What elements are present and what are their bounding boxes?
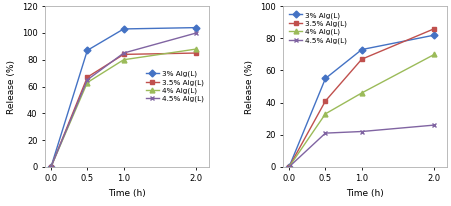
3% Alg(L) <box>322 77 327 80</box>
4.5% Alg(L) <box>121 52 126 54</box>
Line: 4.5% Alg(L): 4.5% Alg(L) <box>48 30 198 169</box>
Line: 4.5% Alg(L): 4.5% Alg(L) <box>286 123 436 169</box>
3.5% Alg(L) <box>48 166 54 168</box>
3.5% Alg(L) <box>322 100 327 102</box>
X-axis label: Time (h): Time (h) <box>346 189 383 198</box>
4.5% Alg(L) <box>84 79 90 81</box>
Line: 3% Alg(L): 3% Alg(L) <box>286 33 436 169</box>
Line: 3% Alg(L): 3% Alg(L) <box>48 25 198 169</box>
4.5% Alg(L) <box>193 32 198 34</box>
Legend: 3% Alg(L), 3.5% Alg(L), 4% Alg(L), 4.5% Alg(L): 3% Alg(L), 3.5% Alg(L), 4% Alg(L), 4.5% … <box>143 69 205 104</box>
4.5% Alg(L) <box>358 130 364 133</box>
4.5% Alg(L) <box>431 124 436 126</box>
Line: 4% Alg(L): 4% Alg(L) <box>286 52 436 169</box>
3% Alg(L) <box>193 26 198 29</box>
3% Alg(L) <box>286 166 291 168</box>
4% Alg(L) <box>84 81 90 84</box>
3.5% Alg(L) <box>193 52 198 54</box>
3.5% Alg(L) <box>358 58 364 60</box>
4% Alg(L) <box>431 53 436 56</box>
Line: 3.5% Alg(L): 3.5% Alg(L) <box>286 26 436 169</box>
4% Alg(L) <box>48 166 54 168</box>
3% Alg(L) <box>431 34 436 36</box>
4% Alg(L) <box>193 48 198 50</box>
Y-axis label: Release (%): Release (%) <box>245 60 254 114</box>
3.5% Alg(L) <box>84 76 90 78</box>
3% Alg(L) <box>121 28 126 30</box>
4% Alg(L) <box>121 59 126 61</box>
4% Alg(L) <box>358 92 364 94</box>
4.5% Alg(L) <box>286 166 291 168</box>
Line: 4% Alg(L): 4% Alg(L) <box>48 47 198 169</box>
3.5% Alg(L) <box>431 27 436 30</box>
3% Alg(L) <box>48 166 54 168</box>
3% Alg(L) <box>358 48 364 51</box>
3.5% Alg(L) <box>121 53 126 56</box>
X-axis label: Time (h): Time (h) <box>108 189 146 198</box>
Line: 3.5% Alg(L): 3.5% Alg(L) <box>48 51 198 169</box>
Y-axis label: Release (%): Release (%) <box>7 60 16 114</box>
4.5% Alg(L) <box>48 166 54 168</box>
4% Alg(L) <box>286 166 291 168</box>
3% Alg(L) <box>84 49 90 52</box>
Legend: 3% Alg(L), 3.5% Alg(L), 4% Alg(L), 4.5% Alg(L): 3% Alg(L), 3.5% Alg(L), 4% Alg(L), 4.5% … <box>286 10 348 46</box>
4% Alg(L) <box>322 113 327 115</box>
4.5% Alg(L) <box>322 132 327 134</box>
3.5% Alg(L) <box>286 166 291 168</box>
